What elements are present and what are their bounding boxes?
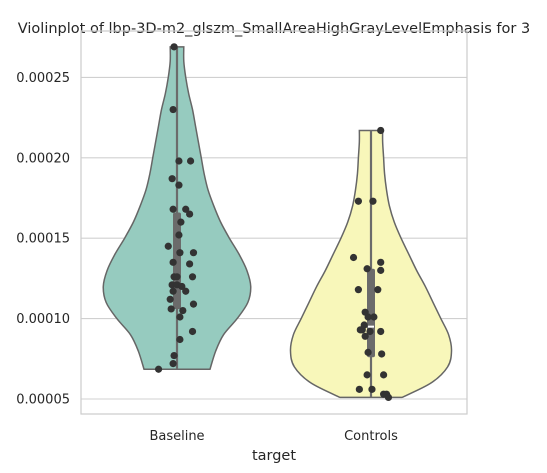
data-point bbox=[186, 157, 195, 165]
data-point bbox=[354, 197, 362, 205]
data-point bbox=[186, 210, 194, 218]
data-point bbox=[179, 306, 187, 315]
data-point bbox=[169, 205, 177, 213]
data-point bbox=[377, 266, 385, 274]
data-point bbox=[154, 365, 163, 373]
data-point bbox=[176, 249, 184, 257]
data-point bbox=[173, 273, 181, 281]
x-tick-label: Baseline bbox=[149, 429, 204, 444]
y-tick-label: 0.00020 bbox=[16, 151, 70, 166]
data-point bbox=[175, 157, 183, 165]
x-tick-labels: Baseline Controls bbox=[149, 429, 398, 444]
data-point bbox=[188, 327, 197, 336]
data-point bbox=[369, 197, 377, 205]
point-layer bbox=[154, 43, 393, 401]
data-point bbox=[374, 286, 382, 294]
data-point bbox=[188, 273, 197, 281]
data-point bbox=[164, 242, 172, 250]
data-point bbox=[175, 231, 183, 239]
data-point bbox=[189, 249, 198, 257]
data-point bbox=[167, 305, 175, 313]
chart-title: Violinplot of lbp-3D-m2_glszm_SmallAreaH… bbox=[18, 21, 530, 37]
data-point bbox=[182, 205, 190, 213]
data-point bbox=[168, 175, 176, 183]
data-point bbox=[169, 105, 177, 114]
data-point bbox=[355, 385, 363, 393]
data-point bbox=[364, 348, 372, 356]
data-point bbox=[354, 286, 362, 294]
plot-frame bbox=[80, 30, 468, 415]
data-point bbox=[356, 326, 364, 334]
data-point bbox=[186, 260, 194, 268]
y-tick-label: 0.00010 bbox=[16, 312, 70, 327]
data-point bbox=[170, 43, 178, 51]
data-point bbox=[169, 258, 177, 266]
data-point bbox=[166, 295, 174, 303]
data-point bbox=[363, 371, 371, 379]
data-point bbox=[182, 287, 190, 295]
data-point bbox=[170, 351, 178, 360]
data-point bbox=[176, 335, 184, 344]
data-point bbox=[377, 126, 385, 135]
y-tick-label: 0.00025 bbox=[16, 71, 70, 86]
data-point bbox=[370, 313, 378, 321]
data-point bbox=[377, 327, 385, 336]
data-point bbox=[368, 385, 376, 393]
data-point bbox=[384, 393, 393, 401]
data-point bbox=[377, 258, 385, 266]
y-tick-label: 0.00005 bbox=[16, 393, 70, 408]
data-point bbox=[189, 300, 198, 308]
data-point bbox=[175, 181, 183, 189]
data-point bbox=[177, 218, 185, 226]
x-axis-label: target bbox=[252, 448, 296, 464]
data-point bbox=[366, 327, 374, 336]
data-point bbox=[349, 253, 358, 262]
data-point bbox=[169, 287, 177, 295]
data-point bbox=[176, 313, 184, 321]
y-tick-labels: 0.00005 0.00010 0.00015 0.00020 0.00025 bbox=[16, 71, 70, 408]
data-point bbox=[169, 360, 177, 368]
x-tick-label: Controls bbox=[344, 429, 398, 444]
data-point bbox=[178, 282, 186, 291]
y-tick-label: 0.00015 bbox=[16, 232, 70, 247]
data-point bbox=[364, 313, 372, 321]
data-point bbox=[380, 371, 388, 379]
data-point bbox=[361, 332, 369, 340]
violin-iqr-box bbox=[367, 268, 375, 358]
data-point bbox=[378, 350, 386, 358]
data-point bbox=[363, 265, 371, 273]
